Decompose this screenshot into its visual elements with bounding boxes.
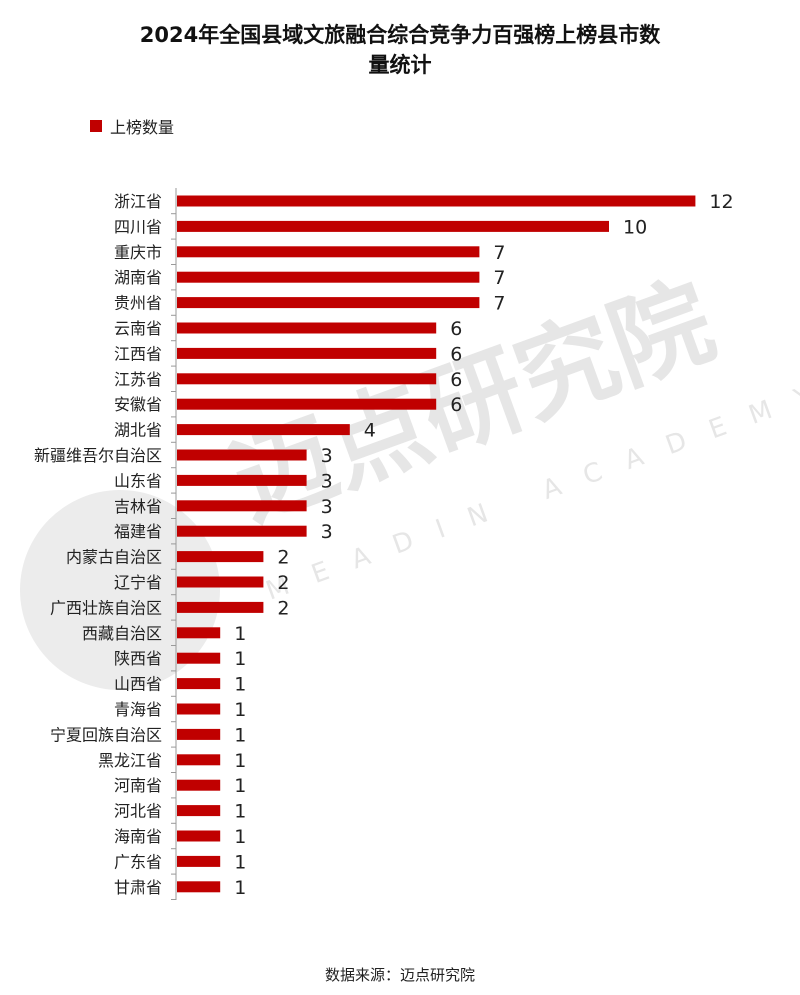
bar bbox=[177, 500, 307, 512]
bar bbox=[177, 373, 437, 385]
bar-value-label: 1 bbox=[234, 801, 246, 823]
watermark-logo-circle bbox=[20, 490, 220, 690]
bar-value-label: 2 bbox=[277, 547, 289, 569]
bar-value-label: 1 bbox=[234, 877, 246, 899]
bar bbox=[177, 805, 221, 817]
bar bbox=[177, 855, 221, 867]
bar-value-label: 7 bbox=[493, 242, 505, 264]
bar bbox=[177, 424, 350, 436]
bar bbox=[177, 652, 221, 664]
category-label: 湖北省 bbox=[114, 421, 162, 440]
bar-value-label: 10 bbox=[623, 216, 647, 238]
category-label: 黑龙江省 bbox=[98, 751, 162, 770]
category-label: 浙江省 bbox=[114, 192, 162, 211]
bar bbox=[177, 474, 307, 486]
bar bbox=[177, 322, 437, 334]
category-label: 广西壮族自治区 bbox=[50, 598, 162, 617]
bar-value-label: 1 bbox=[234, 623, 246, 645]
chart-title: 2024年全国县域文旅融合综合竞争力百强榜上榜县市数 量统计 bbox=[60, 20, 740, 80]
bar bbox=[177, 525, 307, 537]
bar-value-label: 1 bbox=[234, 674, 246, 696]
category-label: 海南省 bbox=[114, 827, 162, 846]
bar-value-label: 6 bbox=[450, 394, 462, 416]
category-label: 四川省 bbox=[114, 217, 162, 236]
category-label: 宁夏回族自治区 bbox=[50, 725, 162, 744]
category-label: 湖南省 bbox=[114, 268, 162, 287]
bar bbox=[177, 347, 437, 359]
legend: 上榜数量 bbox=[90, 114, 174, 138]
category-label: 陕西省 bbox=[114, 649, 162, 668]
bar-value-label: 1 bbox=[234, 750, 246, 772]
bar bbox=[177, 703, 221, 715]
bar-value-label: 4 bbox=[364, 420, 376, 442]
bar-value-label: 3 bbox=[321, 521, 333, 543]
bar-value-label: 12 bbox=[709, 191, 733, 213]
bar-value-label: 1 bbox=[234, 724, 246, 746]
bar-value-label: 1 bbox=[234, 699, 246, 721]
category-label: 山西省 bbox=[114, 675, 162, 694]
category-label: 青海省 bbox=[114, 700, 162, 719]
bar-value-label: 6 bbox=[450, 343, 462, 365]
bar bbox=[177, 297, 480, 309]
bar-value-label: 3 bbox=[321, 496, 333, 518]
bar-value-label: 1 bbox=[234, 826, 246, 848]
category-label: 江西省 bbox=[114, 344, 162, 363]
bar-value-label: 7 bbox=[493, 293, 505, 315]
bar bbox=[177, 779, 221, 791]
bar-value-label: 6 bbox=[450, 369, 462, 391]
category-label: 贵州省 bbox=[114, 294, 162, 313]
bar bbox=[177, 627, 221, 639]
bar bbox=[177, 195, 696, 207]
category-label: 甘肃省 bbox=[114, 878, 162, 897]
bar bbox=[177, 220, 609, 232]
bar-value-label: 1 bbox=[234, 648, 246, 670]
chart-title-line-1: 2024年全国县域文旅融合综合竞争力百强榜上榜县市数 bbox=[139, 23, 661, 47]
bar bbox=[177, 551, 264, 563]
category-label: 广东省 bbox=[114, 852, 162, 871]
bar bbox=[177, 601, 264, 613]
bar bbox=[177, 246, 480, 258]
category-label: 山东省 bbox=[114, 471, 162, 490]
category-label: 云南省 bbox=[114, 319, 162, 338]
bar-value-label: 3 bbox=[321, 470, 333, 492]
category-label: 新疆维吾尔自治区 bbox=[34, 446, 162, 465]
category-label: 江苏省 bbox=[114, 370, 162, 389]
category-label: 河南省 bbox=[114, 776, 162, 795]
category-label: 西藏自治区 bbox=[82, 624, 162, 643]
bar-value-label: 6 bbox=[450, 318, 462, 340]
legend-label: 上榜数量 bbox=[110, 118, 175, 137]
bar-value-label: 1 bbox=[234, 775, 246, 797]
bar bbox=[177, 398, 437, 410]
source-note: 数据来源：迈点研究院 bbox=[324, 966, 475, 984]
bar-value-label: 7 bbox=[493, 267, 505, 289]
bar bbox=[177, 678, 221, 690]
category-label: 内蒙古自治区 bbox=[66, 548, 162, 567]
bar bbox=[177, 754, 221, 766]
bar bbox=[177, 449, 307, 461]
bar-value-label: 3 bbox=[321, 445, 333, 467]
category-label: 吉林省 bbox=[114, 497, 162, 516]
bar-value-label: 2 bbox=[277, 597, 289, 619]
category-label: 安徽省 bbox=[114, 395, 162, 414]
bar bbox=[177, 881, 221, 893]
chart-title-line-2: 量统计 bbox=[368, 53, 432, 77]
bar bbox=[177, 830, 221, 842]
bar-value-label: 1 bbox=[234, 851, 246, 873]
bar bbox=[177, 576, 264, 588]
category-label: 河北省 bbox=[114, 802, 162, 821]
category-label: 重庆市 bbox=[114, 243, 162, 262]
category-label: 福建省 bbox=[114, 522, 162, 541]
bar bbox=[177, 728, 221, 740]
bar bbox=[177, 271, 480, 283]
category-label: 辽宁省 bbox=[114, 573, 162, 592]
legend-swatch bbox=[90, 120, 102, 132]
bar-value-label: 2 bbox=[277, 572, 289, 594]
